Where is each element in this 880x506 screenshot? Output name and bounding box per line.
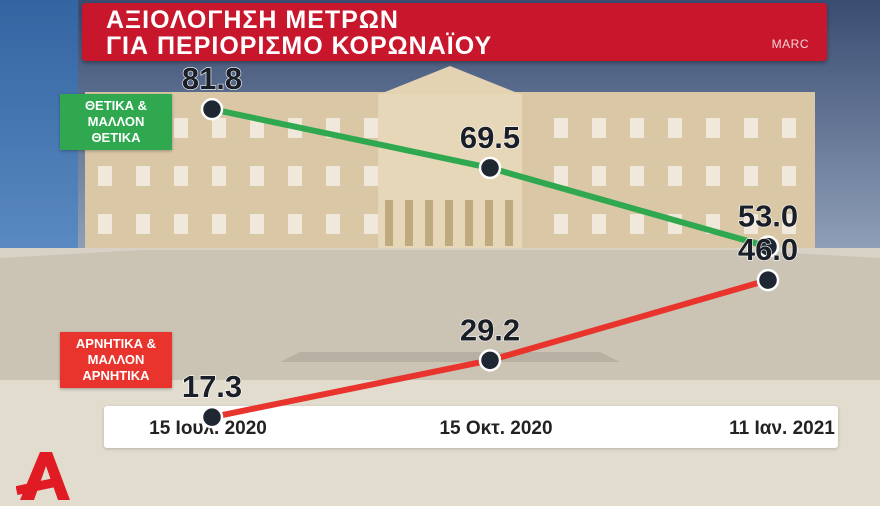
legend-negative: ΑΡΝΗΤΙΚΑ & ΜΑΛΛΟΝ ΑΡΝΗΤΙΚΑ	[60, 332, 172, 388]
data-point	[200, 405, 224, 429]
data-point	[478, 156, 502, 180]
x-tick-label: 15 Ιουλ. 2020	[149, 418, 267, 439]
title-banner: ΑΞΙΟΛΟΓΗΣΗ ΜΕΤΡΩΝ ΓΙΑ ΠΕΡΙΟΡΙΣΜΟ ΚΟΡΩΝΑΪ…	[82, 3, 827, 61]
x-tick-label: 15 Οκτ. 2020	[439, 418, 553, 439]
legend-positive: ΘΕΤΙΚΑ & ΜΑΛΛΟΝ ΘΕΤΙΚΑ	[60, 94, 172, 150]
data-label: 69.5	[460, 120, 520, 155]
data-label: 46.0	[738, 232, 798, 267]
x-tick-label: 11 Ιαν. 2021	[729, 418, 835, 439]
data-label: 17.3	[182, 369, 242, 404]
data-label: 81.8	[182, 61, 242, 96]
title-line-2: ΓΙΑ ΠΕΡΙΟΡΙΣΜΟ ΚΟΡΩΝΑΪΟΥ	[106, 32, 493, 60]
data-point	[756, 235, 780, 258]
data-label: 53.0	[738, 199, 798, 234]
alpha-logo-icon	[16, 452, 70, 500]
data-point	[478, 349, 502, 372]
series-line-negative	[209, 277, 771, 421]
data-point	[200, 97, 224, 121]
data-label: 29.2	[460, 312, 520, 347]
data-point	[756, 268, 780, 292]
source-label: MARC	[771, 37, 809, 51]
title-line-1: ΑΞΙΟΛΟΓΗΣΗ ΜΕΤΡΩΝ	[106, 6, 399, 34]
